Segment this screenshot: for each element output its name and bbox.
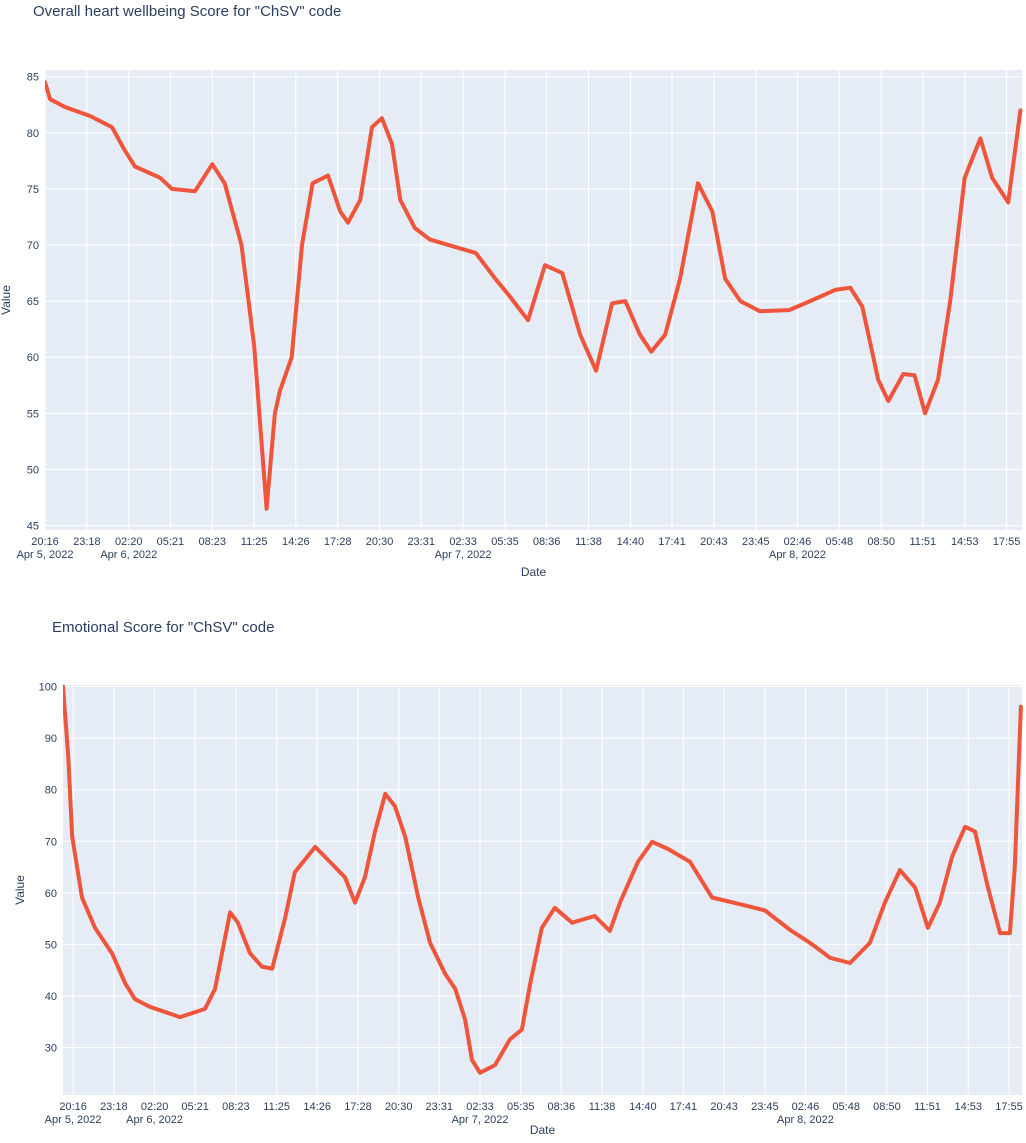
y-tick-label: 60 [45, 888, 57, 900]
x-tick-label: 23:18 [73, 536, 101, 548]
x-tick-date: Apr 6, 2022 [126, 1114, 183, 1126]
x-tick-label: 02:33 [449, 536, 477, 548]
x-tick-label: 23:31 [425, 1101, 453, 1113]
x-tick-label: 05:35 [507, 1101, 535, 1113]
y-tick-label: 30 [45, 1043, 57, 1055]
x-tick-label: 14:53 [951, 536, 979, 548]
x-tick-date: Apr 7, 2022 [435, 549, 492, 561]
y-tick-label: 45 [27, 521, 39, 533]
x-tick-label: 02:20 [115, 536, 143, 548]
x-tick-date: Apr 7, 2022 [452, 1114, 509, 1126]
x-tick-label: 11:25 [263, 1101, 290, 1113]
y-tick-label: 85 [27, 72, 39, 84]
x-tick-label: 05:21 [157, 536, 185, 548]
x-tick-label: 17:55 [993, 536, 1021, 548]
x-tick-label: 08:36 [533, 536, 561, 548]
data-line [63, 684, 1023, 1075]
x-tick-label: 14:26 [282, 536, 310, 548]
x-tick-label: 17:55 [995, 1101, 1023, 1113]
x-tick-label: 20:16 [59, 1101, 87, 1113]
x-tick-label: 08:23 [199, 536, 227, 548]
x-tick-label: 20:16 [31, 536, 59, 548]
x-tick-label: 02:20 [141, 1101, 169, 1113]
x-tick-label: 11:38 [575, 536, 602, 548]
x-tick-label: 02:33 [466, 1101, 494, 1113]
y-tick-label: 55 [27, 408, 39, 420]
y-tick-label: 50 [27, 464, 39, 476]
x-tick-date: Apr 5, 2022 [17, 549, 74, 561]
x-tick-label: 17:28 [324, 536, 352, 548]
x-tick-label: 17:41 [670, 1101, 698, 1113]
x-tick-label: 11:51 [909, 536, 936, 548]
x-tick-label: 17:41 [658, 536, 686, 548]
chart-title: Emotional Score for "ChSV" code [52, 619, 274, 636]
x-tick-label: 08:23 [222, 1101, 250, 1113]
y-tick-label: 75 [27, 184, 39, 196]
x-tick-label: 23:45 [742, 536, 770, 548]
x-tick-label: 14:40 [617, 536, 645, 548]
x-tick-label: 11:25 [241, 536, 268, 548]
x-tick-date: Apr 6, 2022 [100, 549, 157, 561]
x-tick-label: 20:43 [710, 1101, 738, 1113]
y-tick-label: 40 [45, 991, 57, 1003]
x-tick-label: 05:35 [491, 536, 519, 548]
x-tick-label: 11:51 [914, 1101, 941, 1113]
y-tick-label: 80 [27, 128, 39, 140]
x-tick-label: 08:50 [867, 536, 895, 548]
y-tick-label: 65 [27, 296, 39, 308]
y-tick-label: 80 [45, 785, 57, 797]
x-tick-label: 20:30 [385, 1101, 413, 1113]
y-tick-label: 70 [27, 240, 39, 252]
x-axis-title: Date [521, 565, 547, 579]
x-tick-label: 11:38 [589, 1101, 616, 1113]
y-axis-title: Value [13, 875, 27, 905]
x-tick-date: Apr 5, 2022 [45, 1114, 102, 1126]
chart-title: Overall heart wellbeing Score for "ChSV"… [33, 3, 341, 20]
x-tick-label: 08:50 [873, 1101, 901, 1113]
y-tick-label: 50 [45, 939, 57, 951]
x-tick-label: 20:43 [700, 536, 728, 548]
x-tick-label: 14:26 [303, 1101, 331, 1113]
x-tick-label: 05:48 [832, 1101, 860, 1113]
x-axis-title: Date [530, 1123, 556, 1137]
x-tick-label: 17:28 [344, 1101, 372, 1113]
y-axis-title: Value [0, 285, 13, 315]
x-tick-label: 05:21 [181, 1101, 209, 1113]
y-tick-label: 100 [39, 682, 57, 694]
x-tick-label: 02:46 [784, 536, 812, 548]
x-tick-label: 08:36 [548, 1101, 576, 1113]
x-tick-label: 02:46 [792, 1101, 820, 1113]
x-tick-label: 23:31 [407, 536, 435, 548]
data-line [45, 80, 1023, 511]
y-tick-label: 70 [45, 836, 57, 848]
x-tick-label: 14:40 [629, 1101, 657, 1113]
x-tick-label: 20:30 [366, 536, 394, 548]
y-tick-label: 60 [27, 352, 39, 364]
x-tick-label: 05:48 [826, 536, 854, 548]
plot-area [63, 685, 1022, 1095]
x-tick-date: Apr 8, 2022 [777, 1114, 834, 1126]
x-tick-date: Apr 8, 2022 [769, 549, 826, 561]
x-tick-label: 23:18 [100, 1101, 128, 1113]
x-tick-label: 14:53 [954, 1101, 982, 1113]
x-tick-label: 23:45 [751, 1101, 779, 1113]
y-tick-label: 90 [45, 733, 57, 745]
